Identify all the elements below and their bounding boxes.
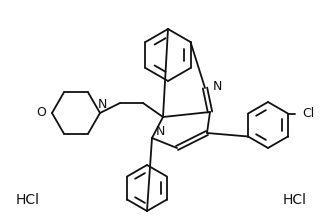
Text: HCl: HCl <box>16 193 40 207</box>
Text: N: N <box>213 79 222 92</box>
Text: HCl: HCl <box>283 193 307 207</box>
Text: O: O <box>36 107 46 120</box>
Text: N: N <box>155 125 165 138</box>
Text: N: N <box>97 99 107 112</box>
Text: Cl: Cl <box>302 107 314 120</box>
